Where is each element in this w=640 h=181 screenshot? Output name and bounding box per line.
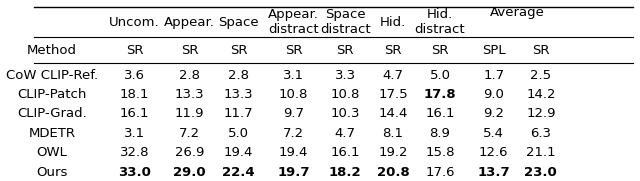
Text: 33.0: 33.0 (118, 165, 151, 178)
Text: 13.7: 13.7 (477, 165, 510, 178)
Text: SR: SR (285, 44, 302, 57)
Text: 12.6: 12.6 (479, 146, 509, 159)
Text: 17.8: 17.8 (424, 88, 456, 101)
Text: 11.7: 11.7 (223, 108, 253, 121)
Text: 19.4: 19.4 (224, 146, 253, 159)
Text: 2.8: 2.8 (179, 69, 200, 82)
Text: 1.7: 1.7 (483, 69, 504, 82)
Text: 8.9: 8.9 (429, 127, 451, 140)
Text: OWL: OWL (36, 146, 67, 159)
Text: 29.0: 29.0 (173, 165, 206, 178)
Text: 21.1: 21.1 (526, 146, 556, 159)
Text: 19.4: 19.4 (278, 146, 308, 159)
Text: CoW CLIP-Ref.: CoW CLIP-Ref. (6, 69, 98, 82)
Text: 7.2: 7.2 (283, 127, 304, 140)
Text: Hid.
distract: Hid. distract (415, 9, 465, 37)
Text: 10.8: 10.8 (331, 88, 360, 101)
Text: 13.3: 13.3 (175, 88, 204, 101)
Text: Space
distract: Space distract (320, 9, 371, 37)
Text: 17.5: 17.5 (378, 88, 408, 101)
Text: SR: SR (180, 44, 198, 57)
Text: 6.3: 6.3 (531, 127, 551, 140)
Text: SR: SR (126, 44, 143, 57)
Text: 19.2: 19.2 (378, 146, 408, 159)
Text: Method: Method (27, 44, 77, 57)
Text: SR: SR (384, 44, 402, 57)
Text: 8.1: 8.1 (383, 127, 403, 140)
Text: SR: SR (230, 44, 247, 57)
Text: Appear.
distract: Appear. distract (268, 9, 319, 37)
Text: Space: Space (218, 16, 259, 29)
Text: 20.8: 20.8 (376, 165, 410, 178)
Text: 5.4: 5.4 (483, 127, 504, 140)
Text: 16.1: 16.1 (426, 108, 455, 121)
Text: SR: SR (337, 44, 354, 57)
Text: 9.7: 9.7 (283, 108, 304, 121)
Text: 3.1: 3.1 (124, 127, 145, 140)
Text: 19.7: 19.7 (277, 165, 310, 178)
Text: 16.1: 16.1 (120, 108, 149, 121)
Text: Average: Average (490, 6, 545, 19)
Text: 13.3: 13.3 (223, 88, 253, 101)
Text: 11.9: 11.9 (175, 108, 204, 121)
Text: 16.1: 16.1 (331, 146, 360, 159)
Text: 17.6: 17.6 (426, 165, 455, 178)
Text: 4.7: 4.7 (335, 127, 356, 140)
Text: MDETR: MDETR (29, 127, 76, 140)
Text: Uncom.: Uncom. (109, 16, 160, 29)
Text: 3.3: 3.3 (335, 69, 356, 82)
Text: Ours: Ours (36, 165, 68, 178)
Text: 14.4: 14.4 (378, 108, 408, 121)
Text: 2.8: 2.8 (228, 69, 249, 82)
Text: 18.2: 18.2 (329, 165, 362, 178)
Text: 23.0: 23.0 (524, 165, 557, 178)
Text: 3.6: 3.6 (124, 69, 145, 82)
Text: 32.8: 32.8 (120, 146, 149, 159)
Text: Appear.: Appear. (164, 16, 215, 29)
Text: 9.2: 9.2 (483, 108, 504, 121)
Text: 5.0: 5.0 (429, 69, 451, 82)
Text: 10.3: 10.3 (331, 108, 360, 121)
Text: SR: SR (431, 44, 449, 57)
Text: 10.8: 10.8 (278, 88, 308, 101)
Text: 26.9: 26.9 (175, 146, 204, 159)
Text: 18.1: 18.1 (120, 88, 149, 101)
Text: 14.2: 14.2 (526, 88, 556, 101)
Text: 5.0: 5.0 (228, 127, 249, 140)
Text: SR: SR (532, 44, 550, 57)
Text: 4.7: 4.7 (383, 69, 403, 82)
Text: 15.8: 15.8 (426, 146, 455, 159)
Text: CLIP-Patch: CLIP-Patch (17, 88, 87, 101)
Text: 2.5: 2.5 (531, 69, 552, 82)
Text: CLIP-Grad.: CLIP-Grad. (17, 108, 87, 121)
Text: 3.1: 3.1 (283, 69, 304, 82)
Text: SPL: SPL (482, 44, 506, 57)
Text: Hid.: Hid. (380, 16, 406, 29)
Text: 12.9: 12.9 (526, 108, 556, 121)
Text: 9.0: 9.0 (483, 88, 504, 101)
Text: 7.2: 7.2 (179, 127, 200, 140)
Text: 22.4: 22.4 (222, 165, 255, 178)
